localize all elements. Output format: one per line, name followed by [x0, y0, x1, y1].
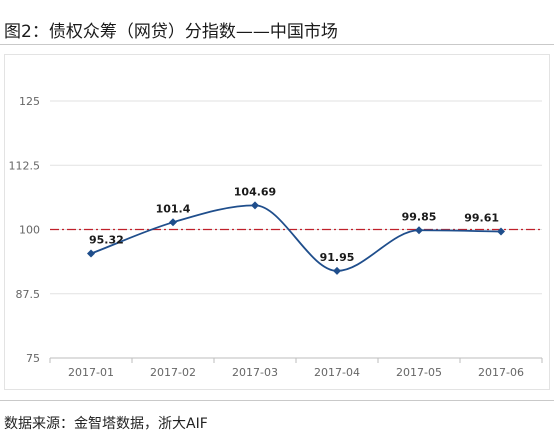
x-tick-label: 2017-03 [232, 366, 278, 379]
chart-frame: 75 87.5 100 112.5 125 95.32 101.4 104.69 91.95 9… [4, 54, 550, 390]
source-note: 数据来源：金智塔数据，浙大AIF [4, 416, 208, 432]
x-tick-label: 2017-02 [150, 366, 196, 379]
series-markers [87, 201, 505, 275]
data-label: 91.95 [320, 251, 355, 264]
data-point-marker [251, 201, 259, 210]
y-tick-label: 87.5 [16, 288, 41, 301]
data-point-marker [415, 226, 423, 235]
data-point-marker [497, 227, 505, 236]
figure-title: 图2：债权众筹（网贷）分指数——中国市场 [4, 22, 338, 42]
y-tick-label: 125 [19, 95, 40, 108]
x-tick-label: 2017-01 [68, 366, 114, 379]
x-tick-label: 2017-05 [396, 366, 442, 379]
footer-divider [0, 400, 554, 401]
data-label: 99.61 [464, 212, 499, 225]
x-axis-ticks: 2017-01 2017-02 2017-03 2017-04 2017-05 2017-… [68, 366, 524, 379]
data-point-marker [169, 218, 177, 227]
title-divider [0, 44, 554, 45]
x-tick-label: 2017-06 [478, 366, 524, 379]
gridlines [50, 100, 542, 295]
x-tick-label: 2017-04 [314, 366, 360, 379]
y-tick-label: 112.5 [9, 159, 41, 172]
x-axis [49, 357, 543, 363]
series-line-layer [90, 204, 502, 272]
data-label: 99.85 [402, 210, 437, 223]
data-point-marker [333, 266, 341, 275]
data-point-marker [87, 249, 95, 258]
data-label: 95.32 [89, 234, 124, 247]
y-tick-label: 100 [19, 224, 40, 237]
data-label: 101.4 [156, 202, 191, 215]
data-label: 104.69 [234, 185, 276, 198]
data-labels: 95.32 101.4 104.69 91.95 99.85 99.61 [89, 185, 499, 263]
y-axis-ticks: 75 87.5 100 112.5 125 [9, 95, 41, 365]
series-line [90, 204, 502, 272]
y-tick-label: 75 [26, 352, 40, 365]
